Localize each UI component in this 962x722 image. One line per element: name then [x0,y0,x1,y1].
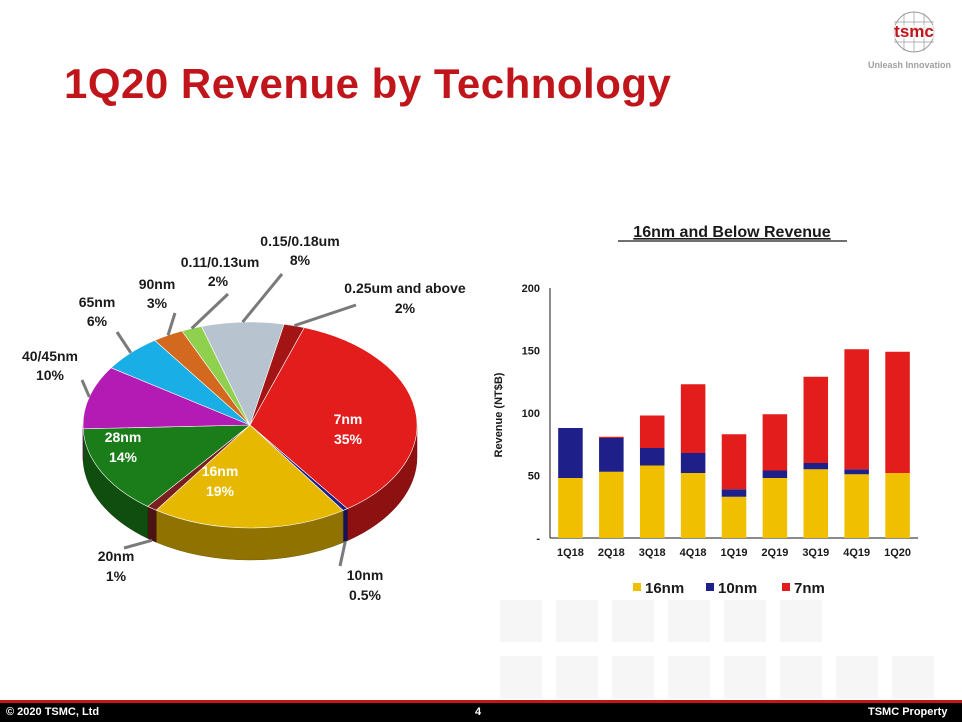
bar-16nm-1Q20 [885,473,910,538]
slice-pct-16nm: 19% [206,483,235,499]
background-tiles [500,600,934,698]
bar-chart: 16nm and Below Revenue Revenue (NT$B) - 5… [493,224,918,597]
slice-pct-40/45nm: 10% [36,367,65,383]
tsmc-logo-text: tsmc [894,22,934,41]
y-tick-label: - [536,533,540,545]
page-number: 4 [475,706,482,718]
footer-property: TSMC Property [868,706,948,718]
pie-chart: 0.15/0.18um 8% 0.11/0.13um 2% 90nm 3% 65… [22,233,466,603]
bar-16nm-1Q19 [721,496,747,538]
bar-7nm-3Q19 [803,376,829,463]
leader-line-90nm [166,312,177,336]
legend-label-7nm: 7nm [794,580,825,597]
bar-10nm-4Q18 [680,453,706,473]
slice-label-20nm: 20nm [98,548,135,564]
bar-7nm-4Q18 [680,384,706,453]
x-tick-label: 3Q18 [639,547,666,559]
bar-10nm-2Q18 [599,438,624,472]
bar-10nm-1Q18 [558,428,583,478]
bar-7nm-2Q19 [762,414,788,471]
legend-label-10nm: 10nm [718,580,757,597]
slice-pct-28nm: 14% [109,449,138,465]
slice-label-65nm: 65nm [79,294,116,310]
x-tick-label: 4Q18 [680,547,707,559]
bar-10nm-2Q19 [762,470,788,478]
slice-pct-0.15/0.18um: 8% [290,252,311,268]
x-tick-label: 1Q19 [721,547,748,559]
bar-16nm-4Q19 [844,474,869,538]
slice-pct-65nm: 6% [87,313,108,329]
legend-swatch-7nm [782,583,790,591]
x-tick-label: 2Q18 [598,547,625,559]
slice-label-7nm: 7nm [334,411,363,427]
bar-16nm-3Q18 [639,465,665,538]
slice-pct-20nm: 1% [106,568,127,584]
x-tick-label: 4Q19 [843,547,870,559]
leader-line-0-25um-and-above [293,303,357,328]
pie-side-20nm [147,506,157,543]
bar-16nm-2Q18 [599,471,624,538]
legend-swatch-10nm [706,583,714,591]
slice-pct-10nm: 0.5% [349,587,381,603]
leader-line-0-11-0-13um [190,292,230,330]
leader-line-10nm [338,541,347,567]
bar-7nm-3Q18 [639,415,665,448]
slice-label-16nm: 16nm [202,463,239,479]
leader-line-20nm [123,538,153,550]
bar-7nm-2Q18 [599,436,624,438]
slice-pct-90nm: 3% [147,295,168,311]
leader-line-65nm [115,331,133,354]
bar-7nm-4Q19 [844,349,869,470]
bar-10nm-1Q19 [721,489,747,497]
slice-pct-0.25um-and-above: 2% [395,300,416,316]
leader-line-40-45nm [80,379,91,398]
y-axis-label: Revenue (NT$B) [493,372,505,457]
legend-swatch-16nm [633,583,641,591]
slice-label-0.25um-and-above: 0.25um and above [344,280,466,296]
x-tick-label: 3Q19 [802,547,829,559]
x-tick-label: 1Q20 [884,547,911,559]
pie-slice-7nm [249,327,418,510]
x-tick-label: 2Q19 [761,547,788,559]
y-tick-label: 200 [522,283,540,295]
bar-16nm-4Q18 [680,473,706,538]
pie-slice-28nm [82,424,251,507]
pie-side-10nm [342,508,348,543]
slice-label-90nm: 90nm [139,276,176,292]
tsmc-logo: tsmc [868,6,960,76]
slice-label-40/45nm: 40/45nm [22,348,78,364]
slice-label-0.11/0.13um: 0.11/0.13um [181,254,260,270]
bar-7nm-1Q20 [885,351,910,473]
bar-chart-title: 16nm and Below Revenue [633,224,830,241]
x-tick-label: 1Q18 [557,547,584,559]
bar-10nm-4Q19 [844,469,869,475]
footer: © 2020 TSMC, Ltd 4 TSMC Property [0,700,962,722]
bar-10nm-3Q19 [803,463,829,470]
slice-pct-0.11/0.13um: 2% [208,273,229,289]
legend-label-16nm: 16nm [645,580,684,597]
y-tick-label: 50 [528,471,540,483]
slice-label-28nm: 28nm [105,429,142,445]
tagline: Unleash Innovation [868,60,952,70]
bar-16nm-2Q19 [762,478,788,538]
bar-16nm-3Q19 [803,469,829,538]
bar-7nm-1Q19 [721,434,747,490]
leader-line-0-15-0-18um [241,273,284,324]
y-tick-label: 150 [522,346,540,358]
slice-label-10nm: 10nm [347,567,384,583]
pie-slice-16nm [155,424,344,529]
footer-copyright: © 2020 TSMC, Ltd [6,706,100,718]
slice-label-0.15/0.18um: 0.15/0.18um [260,233,339,249]
bar-10nm-3Q18 [639,448,665,466]
y-tick-label: 100 [522,408,540,420]
slice-pct-7nm: 35% [334,431,363,447]
bar-16nm-1Q18 [558,478,583,538]
page-title: 1Q20 Revenue by Technology [64,60,672,107]
